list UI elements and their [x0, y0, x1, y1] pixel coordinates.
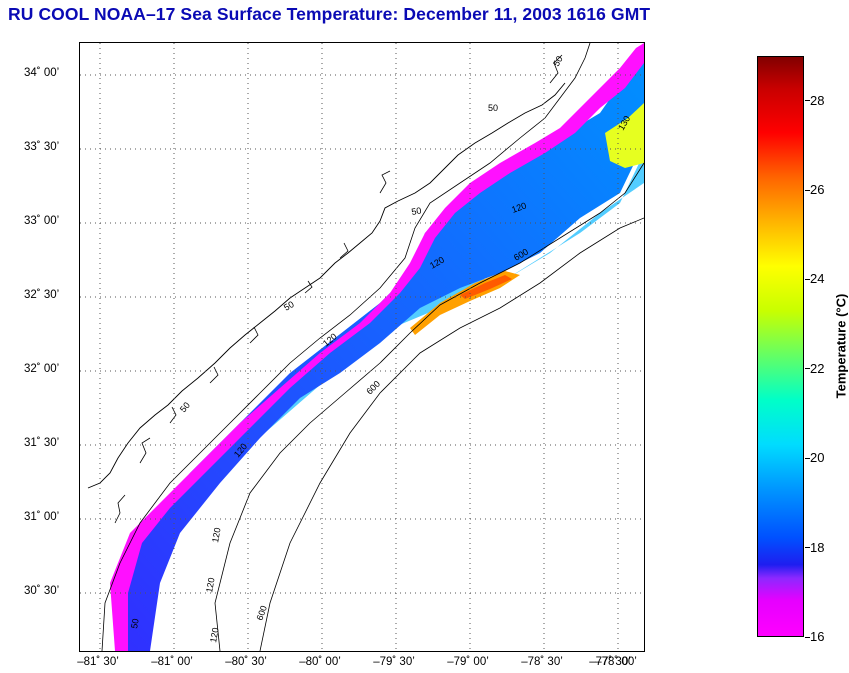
- latitude-label: 33˚ 30’: [24, 141, 60, 153]
- warm-patch-east: [605, 103, 644, 168]
- coastal-islands: [114, 54, 563, 524]
- coastline: [87, 82, 566, 489]
- latitude-label: 31˚ 30’: [24, 437, 60, 449]
- contour-label-50: 50: [551, 54, 565, 68]
- shelf-water-band: [125, 48, 644, 651]
- latitude-label: 32˚ 30’: [24, 289, 60, 301]
- graticule: [80, 43, 644, 651]
- contour-label-50: 50: [411, 205, 423, 217]
- colorbar-tick: [805, 457, 810, 459]
- contour-label-50: 50: [488, 103, 498, 113]
- colorbar-axis-label: Temperature (°C): [833, 293, 849, 399]
- colorbar-tick-label: 28: [810, 92, 825, 108]
- temperature-colorbar: [757, 56, 804, 637]
- sst-map: 50 50 50 50 50 50 120 120 120 120 120 12…: [80, 43, 644, 651]
- contour-label-120: 120: [208, 627, 220, 644]
- longitude-label: –81˚ 00’: [151, 656, 193, 668]
- longitude-label: –78˚ 30’: [521, 656, 563, 668]
- longitude-label: –79˚ 30’: [373, 656, 415, 668]
- contour-label-50: 50: [129, 618, 141, 630]
- contour-label-50: 50: [178, 400, 192, 414]
- isobath-50m: [101, 43, 591, 651]
- isobath-120m: [214, 162, 644, 651]
- latitude-label: 30˚ 30’: [24, 585, 60, 597]
- page-title: RU COOL NOAA–17 Sea Surface Temperature:…: [8, 4, 651, 24]
- colorbar-tick-label: 22: [810, 360, 825, 376]
- contour-label-120: 120: [210, 527, 222, 544]
- longitude-label: –81˚ 30’: [77, 656, 119, 668]
- colorbar-tick: [805, 100, 810, 102]
- contour-label-120: 120: [204, 577, 216, 594]
- colorbar-tick-label: 26: [810, 182, 825, 198]
- contour-label-120: 120: [510, 200, 528, 215]
- latitude-label: 34˚ 00’: [24, 67, 60, 79]
- longitude-label: –78˚ 00’: [595, 656, 637, 668]
- sst-map-frame: 50 50 50 50 50 50 120 120 120 120 120 12…: [79, 42, 645, 652]
- colorbar-tick-label: 24: [810, 271, 825, 287]
- colorbar-tick: [805, 278, 810, 280]
- contour-label-50: 50: [282, 299, 296, 313]
- gulf-stream-core: [460, 275, 512, 299]
- longitude-label: –80˚ 30’: [225, 656, 267, 668]
- colorbar-tick: [805, 189, 810, 191]
- colorbar-tick: [805, 368, 810, 370]
- nearshore-cold-band: [110, 43, 644, 651]
- colorbar-tick: [805, 636, 810, 638]
- colorbar-tick-label: 16: [810, 629, 825, 644]
- latitude-label: 31˚ 00’: [24, 511, 60, 523]
- latitude-label: 32˚ 00’: [24, 363, 60, 375]
- longitude-label: –77˚ 30’: [589, 656, 631, 668]
- colorbar-tick-label: 18: [810, 539, 825, 555]
- contour-label-600: 600: [254, 604, 269, 622]
- longitude-label: –79˚ 00’: [447, 656, 489, 668]
- isobath-600m: [259, 217, 644, 651]
- colorbar-tick: [805, 547, 810, 549]
- latitude-label: 33˚ 00’: [24, 215, 60, 227]
- longitude-label: –80˚ 00’: [299, 656, 341, 668]
- colorbar-tick-label: 20: [810, 450, 825, 466]
